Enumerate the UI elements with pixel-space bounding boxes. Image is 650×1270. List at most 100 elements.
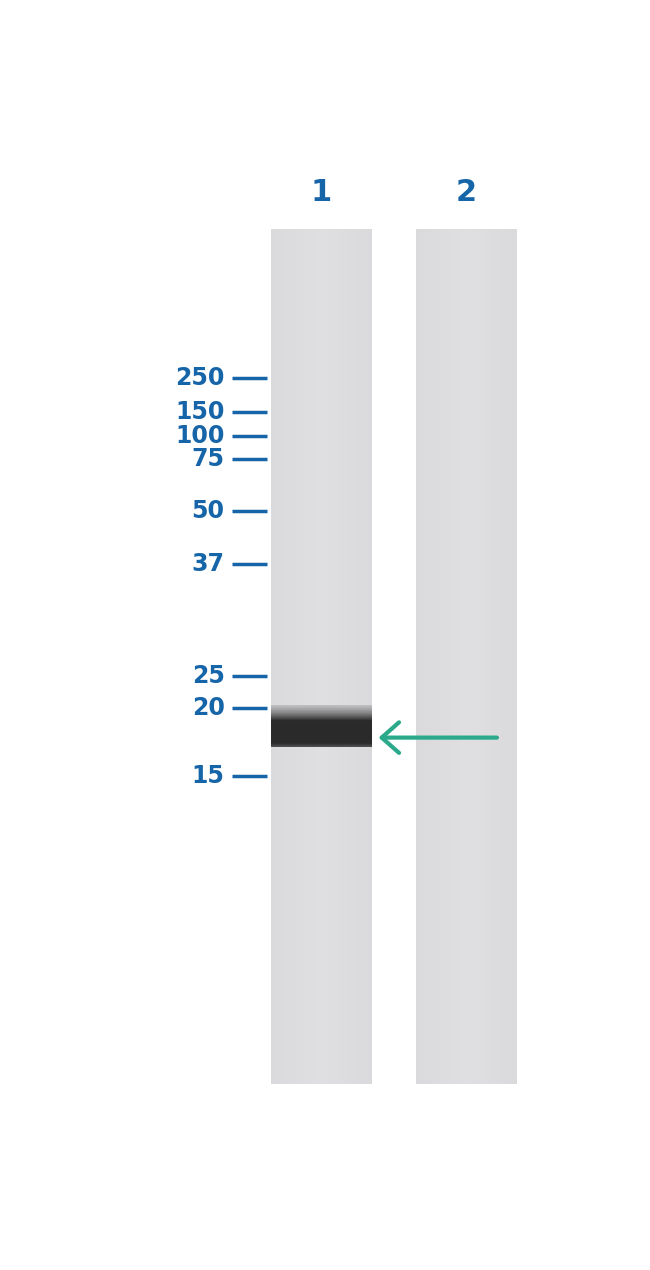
Bar bbox=[300, 230, 302, 1085]
Bar bbox=[286, 230, 288, 1085]
Text: 20: 20 bbox=[192, 696, 225, 720]
Bar bbox=[514, 230, 515, 1085]
Bar bbox=[318, 230, 320, 1085]
Bar bbox=[474, 230, 476, 1085]
Bar bbox=[342, 230, 343, 1085]
Bar bbox=[293, 230, 294, 1085]
Bar bbox=[340, 230, 342, 1085]
Bar bbox=[471, 230, 473, 1085]
Bar bbox=[370, 230, 372, 1085]
Bar bbox=[456, 230, 458, 1085]
Text: 37: 37 bbox=[192, 551, 225, 575]
Text: 15: 15 bbox=[192, 765, 225, 789]
Bar bbox=[302, 230, 303, 1085]
Bar bbox=[333, 230, 335, 1085]
Bar bbox=[317, 230, 318, 1085]
Text: 150: 150 bbox=[176, 400, 225, 424]
Bar bbox=[421, 230, 422, 1085]
Bar bbox=[493, 230, 495, 1085]
Bar bbox=[363, 230, 365, 1085]
Bar bbox=[308, 230, 310, 1085]
Bar bbox=[328, 230, 330, 1085]
Bar bbox=[330, 230, 332, 1085]
Bar bbox=[291, 230, 293, 1085]
Bar bbox=[276, 230, 278, 1085]
Bar bbox=[325, 230, 326, 1085]
Bar bbox=[438, 230, 439, 1085]
Bar bbox=[485, 230, 487, 1085]
Bar bbox=[430, 230, 431, 1085]
Bar bbox=[500, 230, 502, 1085]
Bar bbox=[303, 230, 305, 1085]
Bar bbox=[365, 230, 367, 1085]
Bar bbox=[310, 230, 311, 1085]
Bar bbox=[280, 230, 281, 1085]
Bar bbox=[441, 230, 443, 1085]
Bar bbox=[346, 230, 348, 1085]
Text: 2: 2 bbox=[456, 178, 477, 207]
Bar bbox=[418, 230, 419, 1085]
Bar bbox=[422, 230, 424, 1085]
Bar bbox=[337, 230, 338, 1085]
Bar bbox=[467, 230, 468, 1085]
Bar bbox=[362, 230, 363, 1085]
Bar bbox=[510, 230, 512, 1085]
Bar bbox=[482, 230, 483, 1085]
Bar bbox=[369, 230, 370, 1085]
Bar bbox=[335, 230, 337, 1085]
Bar bbox=[443, 230, 445, 1085]
Bar bbox=[503, 230, 505, 1085]
Bar bbox=[508, 230, 510, 1085]
Bar bbox=[357, 230, 358, 1085]
Bar bbox=[499, 230, 500, 1085]
Bar bbox=[323, 230, 325, 1085]
Bar bbox=[354, 230, 355, 1085]
Bar bbox=[360, 230, 362, 1085]
Bar bbox=[290, 230, 291, 1085]
Bar bbox=[338, 230, 340, 1085]
Bar bbox=[367, 230, 369, 1085]
Bar bbox=[320, 230, 322, 1085]
Bar bbox=[505, 230, 507, 1085]
Bar bbox=[463, 230, 465, 1085]
Bar bbox=[453, 230, 454, 1085]
Bar bbox=[298, 230, 300, 1085]
Bar bbox=[470, 230, 471, 1085]
Bar bbox=[460, 230, 461, 1085]
Text: 250: 250 bbox=[176, 366, 225, 390]
Bar bbox=[350, 230, 352, 1085]
Bar bbox=[273, 230, 274, 1085]
Bar bbox=[326, 230, 328, 1085]
Bar bbox=[288, 230, 290, 1085]
Bar bbox=[322, 230, 323, 1085]
Bar bbox=[454, 230, 456, 1085]
Bar bbox=[491, 230, 493, 1085]
Bar bbox=[483, 230, 485, 1085]
Bar bbox=[473, 230, 474, 1085]
Bar bbox=[305, 230, 306, 1085]
Bar bbox=[419, 230, 421, 1085]
Bar bbox=[416, 230, 418, 1085]
Text: 25: 25 bbox=[192, 664, 225, 688]
Bar bbox=[296, 230, 298, 1085]
Bar bbox=[313, 230, 315, 1085]
Bar bbox=[434, 230, 436, 1085]
Text: 1: 1 bbox=[311, 178, 332, 207]
Bar bbox=[283, 230, 285, 1085]
Bar bbox=[311, 230, 313, 1085]
Bar bbox=[426, 230, 428, 1085]
Bar bbox=[447, 230, 448, 1085]
Bar bbox=[306, 230, 308, 1085]
Bar bbox=[281, 230, 283, 1085]
Bar bbox=[332, 230, 333, 1085]
Bar bbox=[271, 230, 273, 1085]
Bar bbox=[445, 230, 447, 1085]
Bar bbox=[433, 230, 434, 1085]
Bar bbox=[355, 230, 357, 1085]
Bar bbox=[343, 230, 345, 1085]
Bar bbox=[468, 230, 470, 1085]
Bar bbox=[515, 230, 517, 1085]
Bar bbox=[285, 230, 286, 1085]
Bar bbox=[431, 230, 433, 1085]
Bar bbox=[315, 230, 317, 1085]
